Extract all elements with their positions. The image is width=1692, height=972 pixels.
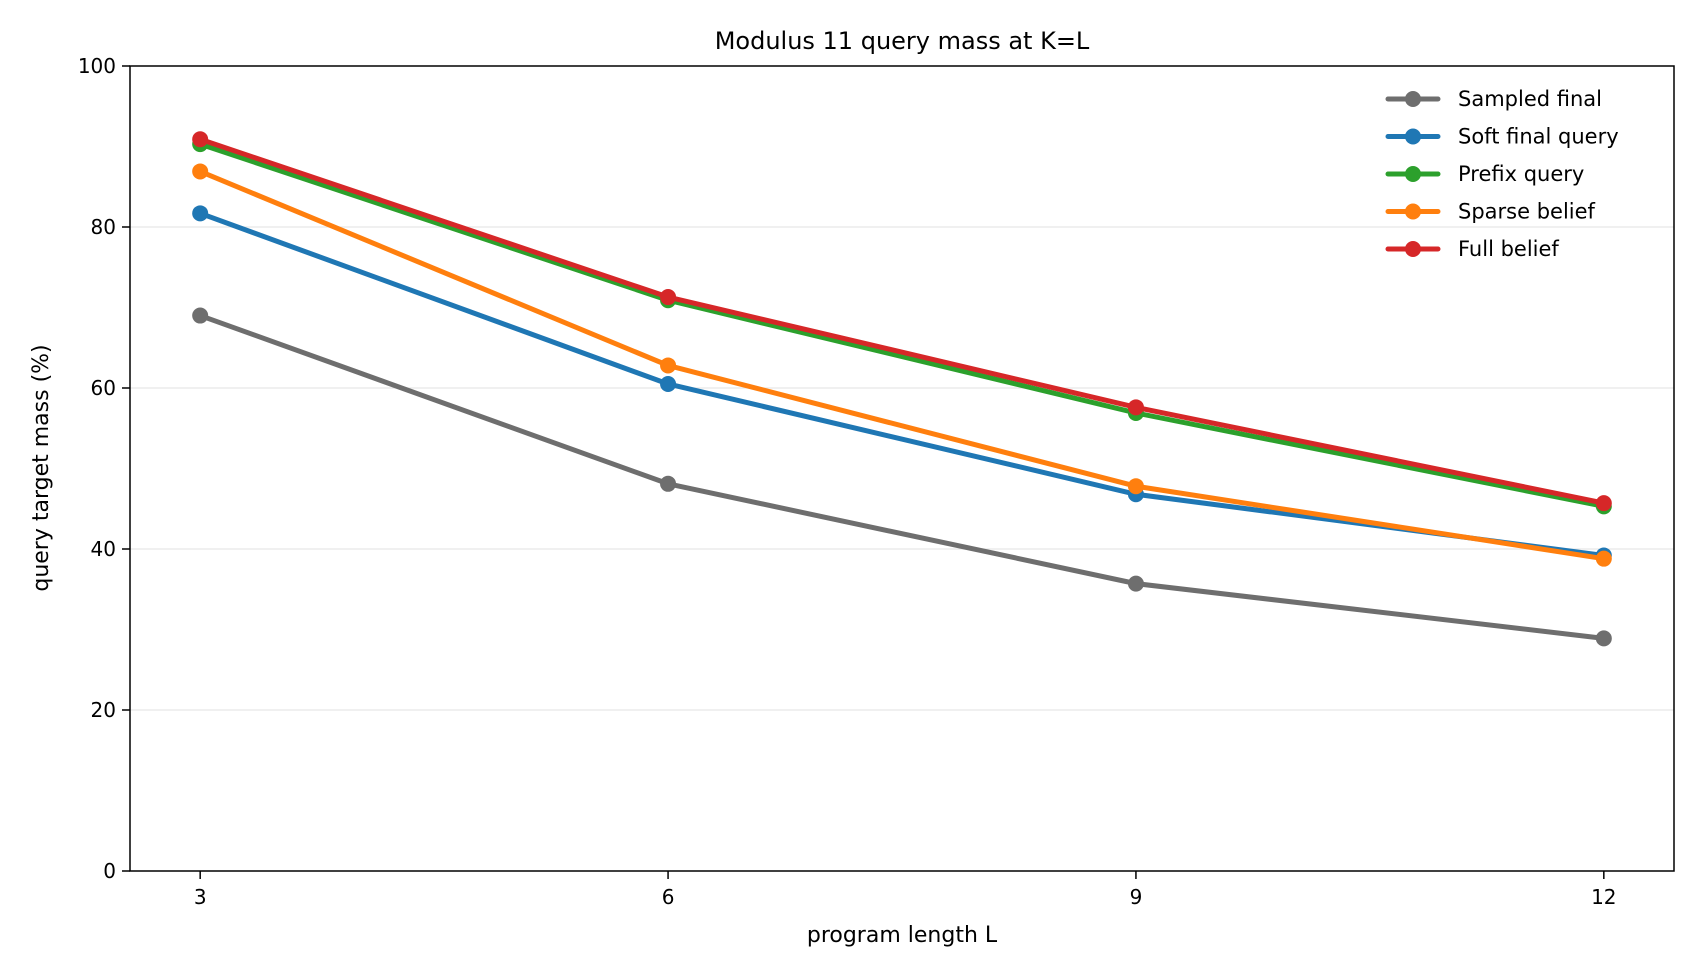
series-line-sparse-belief [197, 168, 1607, 562]
data-point-sparse-belief [660, 357, 677, 374]
legend-item-sampled-final: Sampled final [1385, 87, 1602, 111]
x-tick-label: 6 [662, 885, 675, 909]
legend-marker-soft-final-query [1405, 128, 1421, 145]
series-layer [192, 131, 1612, 647]
series-line-full-belief [197, 136, 1607, 506]
y-tick-label: 60 [91, 376, 116, 400]
x-axis-label: program length L [807, 923, 998, 948]
legend-marker-sampled-final [1405, 91, 1421, 107]
series-line-prefix-query [197, 141, 1607, 509]
y-tick-label: 40 [91, 537, 116, 561]
data-point-sampled-final [1127, 575, 1144, 592]
y-tick-label: 20 [91, 698, 116, 722]
y-tick-label: 0 [103, 859, 116, 883]
data-point-soft-final-query [660, 375, 677, 392]
y-axis-ticks: 0 20 40 60 80 100 [78, 54, 130, 883]
grid-lines [130, 226, 1674, 711]
data-point-full-belief [1127, 399, 1144, 416]
legend-label: Sampled final [1458, 87, 1602, 111]
data-point-full-belief [660, 289, 677, 306]
y-axis-label: query target mass (%) [29, 344, 54, 591]
plot-frame [129, 65, 1675, 872]
data-point-sparse-belief [1127, 478, 1144, 495]
legend-marker-sparse-belief [1405, 203, 1421, 220]
data-point-sampled-final [660, 475, 677, 492]
series-sampled-final [192, 307, 1612, 647]
y-tick-label: 80 [91, 215, 116, 239]
series-sparse-belief [192, 163, 1612, 567]
data-point-sampled-final [192, 307, 209, 324]
legend-marker-full-belief [1405, 241, 1421, 257]
data-point-sparse-belief [1595, 550, 1612, 567]
y-tick-label: 100 [78, 54, 116, 78]
x-axis-ticks: 3 6 9 12 [194, 871, 1617, 909]
data-point-sampled-final [1595, 630, 1612, 647]
legend-item-prefix-query: Prefix query [1385, 162, 1584, 186]
chart-title: Modulus 11 query mass at K=L [715, 27, 1090, 55]
legend-marker-prefix-query [1405, 166, 1421, 182]
legend-label: Soft final query [1458, 125, 1619, 149]
data-point-soft-final-query [192, 205, 209, 222]
legend-label: Prefix query [1458, 162, 1584, 186]
series-full-belief [192, 131, 1612, 512]
legend-entries: Sampled final Soft final query Prefix quer… [1385, 87, 1619, 261]
data-point-full-belief [192, 131, 209, 148]
legend-item-sparse-belief: Sparse belief [1385, 200, 1596, 224]
legend-label: Sparse belief [1458, 200, 1596, 224]
legend: Sampled final Soft final query Prefix quer… [1385, 87, 1619, 261]
x-tick-label: 3 [194, 885, 207, 909]
series-line-sampled-final [197, 313, 1607, 641]
legend-item-full-belief: Full belief [1385, 237, 1559, 261]
legend-item-soft-final-query: Soft final query [1385, 125, 1619, 149]
x-tick-label: 9 [1130, 885, 1143, 909]
data-point-full-belief [1595, 495, 1612, 512]
data-point-sparse-belief [192, 163, 209, 180]
x-tick-label: 12 [1591, 885, 1616, 909]
legend-label: Full belief [1458, 237, 1559, 261]
